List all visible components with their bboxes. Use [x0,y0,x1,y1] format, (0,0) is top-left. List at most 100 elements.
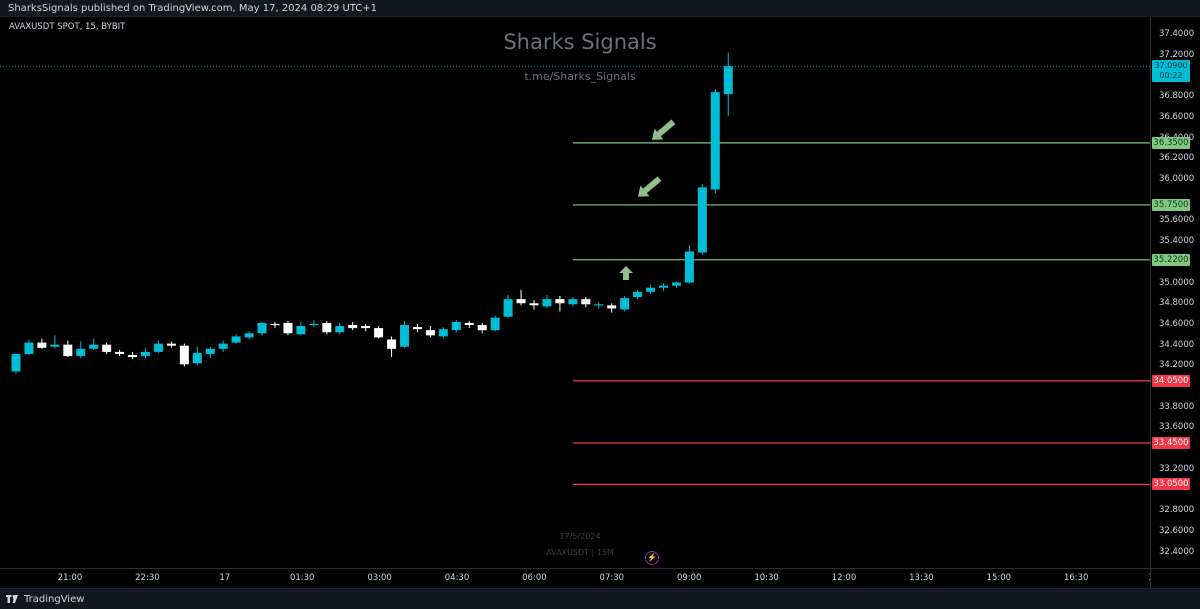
tradingview-brand-text: TradingView [24,594,85,605]
candle-body [671,282,681,286]
candle-body [659,285,668,288]
candle-body [542,299,552,307]
watermark-date: 17/5/2024 [559,532,601,541]
bar-countdown: 00:22 [1159,71,1183,81]
candle-body [529,303,539,306]
candle-body [115,351,125,354]
candle-body [646,287,656,292]
arrow-down-left-icon [638,176,662,197]
price-tick-label: 37.2000 [1159,49,1195,60]
candle-body [50,344,60,347]
stop-level-label-1[interactable]: 34.0500 [1152,374,1190,387]
candle-body [555,299,565,304]
candle-body [141,351,150,357]
price-tick-label: 34.4000 [1159,339,1195,350]
time-axis[interactable]: 21:00 22:30 17 01:30 03:00 04:30 06:00 07:30 09:… [0,568,1159,588]
candle-body [490,317,500,331]
candle-body [464,322,474,325]
price-tick-label: 36.6000 [1159,111,1195,122]
candle-body [710,92,720,190]
time-tick-label: 04:30 [444,573,470,583]
lightning-icon[interactable]: ⚡ [645,551,659,565]
price-tick-label: 34.8000 [1159,298,1195,309]
candle-body [102,344,112,352]
candle-body [477,324,487,331]
candle-body [192,352,202,364]
arrow-up-icon [619,266,633,281]
tradingview-logo-icon [6,594,18,603]
price-tick-label: 32.4000 [1159,546,1195,557]
candle-body [37,342,47,348]
tradingview-brand[interactable]: TradingView [6,592,84,607]
last-price-value: 37.0900 [1154,61,1188,71]
price-tick-label: 36.0000 [1159,174,1195,185]
candle-body [270,323,280,326]
candle-body [503,299,513,317]
price-tick-label: 33.8000 [1159,401,1195,412]
price-tick-label: 36.2000 [1159,153,1195,164]
price-tick-label: 35.6000 [1159,215,1195,226]
candle-body [620,298,630,310]
time-tick-label: 03:00 [367,573,392,583]
candle-body [76,348,86,357]
time-tick-label: 21:00 [57,573,83,583]
candle-body [89,344,99,349]
candle-body [387,339,397,349]
time-tick-label: 09:00 [676,573,702,583]
price-tick-label: 32.6000 [1159,525,1195,536]
candle-body [697,187,707,253]
candle-body [205,348,215,354]
symbol-legend[interactable]: AVAXUSDT SPOT, 15, BYBIT [9,22,126,32]
time-tick-label: 10:30 [754,573,779,583]
price-axis[interactable]: 37.400037.200036.800036.600036.400036.20… [1150,17,1200,568]
publish-header-text: SharksSignals published on TradingView.c… [8,3,378,14]
last-price-label[interactable]: 37.0900 00:22 [1152,60,1190,83]
candle-body [412,327,422,330]
stop-level-label-2[interactable]: 33.4500 [1152,436,1190,449]
candle-body [451,321,461,331]
chart-canvas[interactable] [0,17,1150,568]
price-tick-label: 34.6000 [1159,318,1195,329]
candle-body [244,333,254,338]
candle-body [153,343,163,352]
candle-body [231,336,241,343]
candle-body [594,304,604,306]
candle-body [63,344,73,357]
chart-pane[interactable]: AVAXUSDT SPOT, 15, BYBIT Sharks Signals … [0,17,1150,568]
target-level-label-2[interactable]: 35.7500 [1152,198,1190,211]
time-tick-label: 17 [219,573,231,583]
candle-body [179,345,189,365]
candle-body [361,326,371,329]
candle-body [335,326,345,333]
candle-body [257,322,267,334]
candle-body [24,342,34,354]
candle-body [516,299,526,304]
candle-body [309,323,319,326]
time-tick-label: 01:30 [289,573,315,583]
price-tick-label: 33.2000 [1159,463,1195,474]
stop-level-label-3[interactable]: 33.0500 [1152,478,1190,491]
target-level-label-3[interactable]: 35.2200 [1152,253,1190,266]
price-tick-label: 34.2000 [1159,360,1195,371]
candle-body [374,328,384,338]
candle-body [723,66,733,95]
publish-header: SharksSignals published on TradingView.c… [0,0,1200,17]
candle-body [322,322,332,333]
candle-body [684,251,694,283]
price-tick-label: 35.0000 [1159,277,1195,288]
candle-body [581,299,591,305]
watermark-link: t.me/Sharks_Signals [524,70,636,83]
time-tick-label: 15:00 [986,573,1012,583]
candle-body [166,343,176,346]
price-tick-label: 36.8000 [1159,91,1195,102]
candle-body [425,330,435,336]
candle-body [633,291,643,298]
candle-body [607,305,617,309]
time-tick-label: 07:30 [599,573,625,583]
price-tick-label: 33.6000 [1159,422,1195,433]
watermark-symbol: AVAXUSDT | 15M [546,548,614,557]
target-level-label-1[interactable]: 36.3500 [1152,136,1190,149]
price-tick-label: 32.8000 [1159,505,1195,516]
price-tick-label: 37.4000 [1159,29,1195,40]
candle-body [296,326,306,335]
